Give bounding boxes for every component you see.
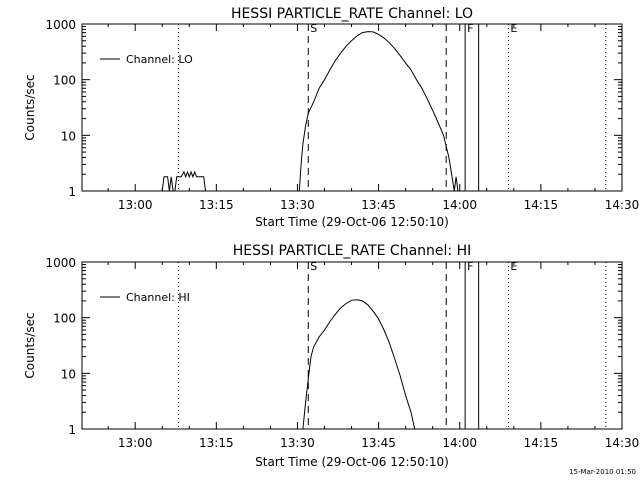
x-tick-label: 14:00 [442,436,477,450]
x-tick-label: 13:00 [118,198,153,212]
event-marker-label: F [467,260,473,273]
plot-frame [81,23,623,192]
event-marker-label: E [510,260,517,273]
hi-channel-panel: HESSI PARTICLE_RATE Channel: HI 13:00 13:1… [23,243,639,469]
footer-timestamp: 15-Mar-2010 01:50 [569,468,636,476]
legend-label: Channel: HI [126,291,190,304]
event-marker-label: F [467,22,473,35]
x-tick-label: 14:15 [524,198,559,212]
y-tick-label: 100 [53,312,76,326]
y-tick-label: 10 [61,367,76,381]
x-tick-label: 13:15 [199,198,234,212]
x-tick-label: 13:45 [361,198,396,212]
x-tick-label: 14:30 [605,436,640,450]
x-tick-label: 13:30 [280,198,315,212]
series-line [302,299,416,430]
x-tick-label: 13:00 [118,436,153,450]
legend-label: Channel: LO [126,53,193,66]
x-tick-label: 14:30 [605,198,640,212]
y-tick-label: 1000 [45,256,76,270]
event-marker-label: E [510,22,517,35]
y-tick-label: 100 [53,74,76,88]
series-line [161,31,459,192]
chart-title: HESSI PARTICLE_RATE Channel: LO [231,6,473,22]
x-axis-label: Start Time (29-Oct-06 12:50:10) [255,215,449,229]
y-tick-label: 1 [68,423,76,437]
x-tick-label: 13:30 [280,436,315,450]
y-tick-label: 1 [68,185,76,199]
event-marker-label: S [310,260,317,273]
y-tick-label: 1000 [45,18,76,32]
plot-frame [81,261,623,430]
lo-channel-panel: HESSI PARTICLE_RATE Channel: LO 13:00 13:1… [23,6,639,229]
x-axis-label: Start Time (29-Oct-06 12:50:10) [255,455,449,469]
x-tick-label: 13:15 [199,436,234,450]
chart-title: HESSI PARTICLE_RATE Channel: HI [233,243,471,259]
x-tick-label: 14:00 [442,198,477,212]
y-axis-label: Counts/sec [23,312,37,378]
y-tick-label: 10 [61,129,76,143]
event-marker-label: S [310,22,317,35]
x-tick-label: 14:15 [524,436,559,450]
x-tick-label: 13:45 [361,436,396,450]
y-axis-label: Counts/sec [23,74,37,140]
